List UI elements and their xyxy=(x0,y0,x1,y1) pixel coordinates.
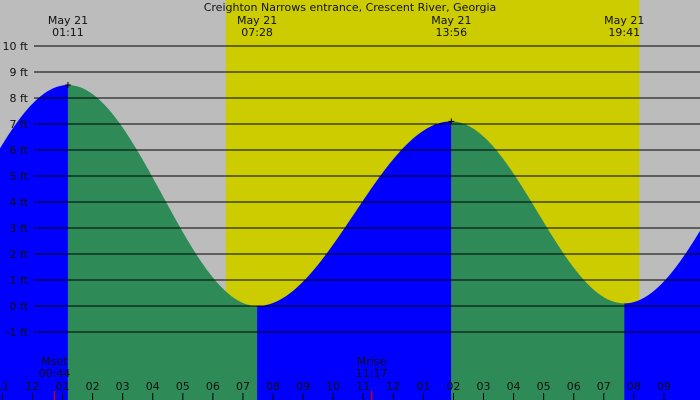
x-axis-ticks: 11 12 01 02 03 04 05 06 07 08 09 10 11 12 01 02 03 04 05 06… xyxy=(0,380,671,400)
extreme-time-label: 07:28 xyxy=(241,26,273,39)
tide-fill-group xyxy=(0,85,700,400)
rising-tide-area xyxy=(624,230,700,400)
hour-tick-label: 07 xyxy=(236,380,250,393)
y-tick-label: 1 ft xyxy=(10,274,29,287)
extreme-time-label: 19:41 xyxy=(608,26,640,39)
hour-tick-label: 08 xyxy=(266,380,280,393)
moon-event-time: 00:44 xyxy=(39,367,71,380)
y-tick-label: 2 ft xyxy=(10,248,29,261)
hour-tick-label: 06 xyxy=(206,380,220,393)
y-tick-label: 9 ft xyxy=(10,66,29,79)
extreme-date-label: May 21 xyxy=(48,14,88,27)
hour-tick-label: 03 xyxy=(477,380,491,393)
hour-tick-label: 09 xyxy=(296,380,310,393)
hour-tick-label: 09 xyxy=(657,380,671,393)
y-tick-label: 6 ft xyxy=(10,144,29,157)
y-tick-label: 5 ft xyxy=(10,170,29,183)
extreme-date-label: May 21 xyxy=(431,14,471,27)
rising-tide-area xyxy=(257,121,452,400)
hour-tick-label: 02 xyxy=(446,380,460,393)
hour-tick-label: 10 xyxy=(326,380,340,393)
falling-tide-area xyxy=(451,121,625,400)
y-tick-label: 10 ft xyxy=(3,40,29,53)
moon-event-name: Mrise xyxy=(357,355,387,368)
hour-tick-label: 08 xyxy=(627,380,641,393)
hour-tick-label: 02 xyxy=(86,380,100,393)
hour-tick-label: 01 xyxy=(56,380,70,393)
falling-tide-area xyxy=(67,85,258,400)
chart-title: Creighton Narrows entrance, Crescent Riv… xyxy=(204,1,497,14)
y-tick-label: 3 ft xyxy=(10,222,29,235)
hour-tick-label: 01 xyxy=(416,380,430,393)
extreme-time-label: 13:56 xyxy=(435,26,467,39)
hour-tick-label: 12 xyxy=(386,380,400,393)
extreme-date-label: May 21 xyxy=(237,14,277,27)
hour-tick-label: 04 xyxy=(507,380,521,393)
hour-tick-label: 11 xyxy=(0,380,9,393)
moon-event-name: Mset xyxy=(41,355,68,368)
hour-tick-label: 05 xyxy=(176,380,190,393)
hour-tick-label: 12 xyxy=(25,380,39,393)
hour-tick-label: 03 xyxy=(116,380,130,393)
y-tick-label: 8 ft xyxy=(10,92,29,105)
extreme-date-label: May 21 xyxy=(604,14,644,27)
y-axis-labels: 10 ft 9 ft 8 ft 7 ft 6 ft 5 ft 4 ft 3 ft 2 ft 1 f… xyxy=(3,40,29,339)
hour-tick-label: 07 xyxy=(597,380,611,393)
hour-tick-label: 11 xyxy=(356,380,370,393)
rising-tide-area xyxy=(0,85,68,400)
moon-event-time: 11:17 xyxy=(356,367,388,380)
hour-tick-label: 04 xyxy=(146,380,160,393)
hour-tick-label: 06 xyxy=(567,380,581,393)
hour-tick-label: 05 xyxy=(537,380,551,393)
y-tick-label: 7 ft xyxy=(10,118,29,131)
extreme-time-label: 01:11 xyxy=(52,26,84,39)
y-tick-label: 0 ft xyxy=(10,300,29,313)
y-tick-label: -1 ft xyxy=(6,326,29,339)
y-tick-label: 4 ft xyxy=(10,196,29,209)
gridlines xyxy=(34,45,700,333)
